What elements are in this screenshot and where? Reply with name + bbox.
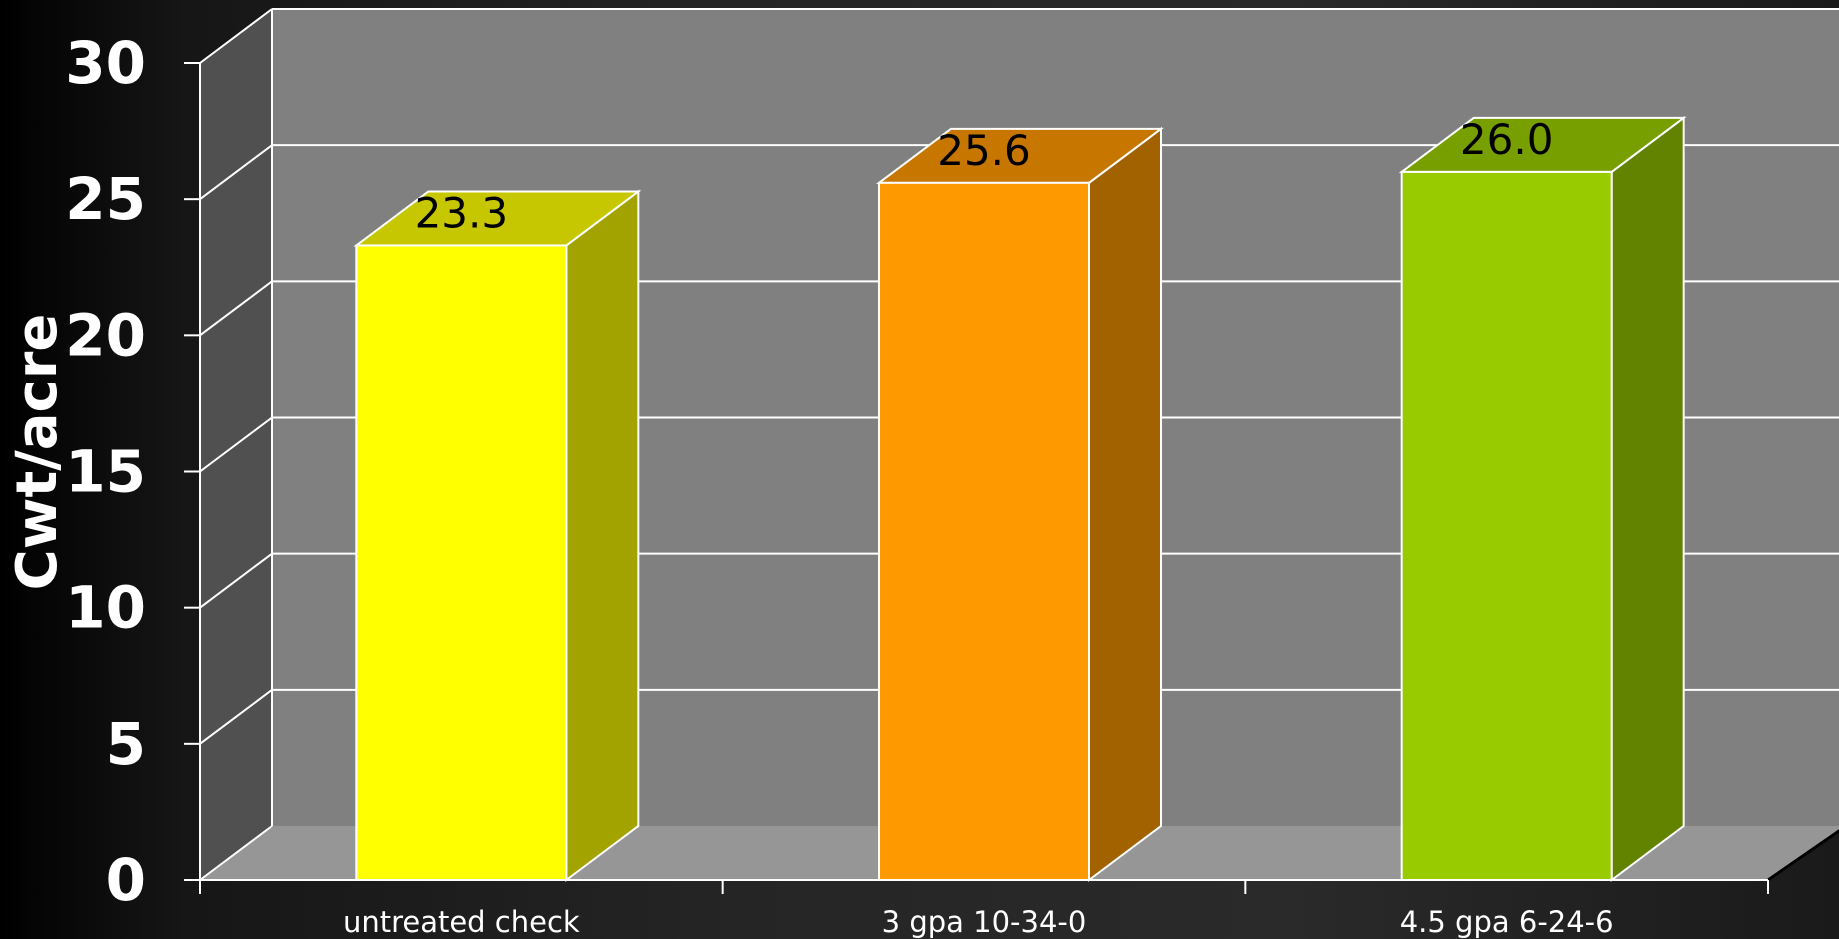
y-tick-label: 20 xyxy=(65,301,146,369)
gridline-side xyxy=(199,144,273,200)
bars xyxy=(353,115,1687,882)
data-labels: 23.3 25.6 26.0 xyxy=(415,115,1554,238)
bar-front xyxy=(878,181,1090,881)
bar-side xyxy=(1610,115,1685,882)
y-tick-label: 5 xyxy=(106,710,146,778)
gridline-side xyxy=(199,552,273,609)
y-axis-title: Cwt/acre xyxy=(5,314,70,591)
y-tick-label: 10 xyxy=(65,574,146,642)
x-tick-label: untreated check xyxy=(343,905,580,939)
gridline-side xyxy=(199,689,273,745)
y-tick-label: 25 xyxy=(65,165,146,233)
bar-side xyxy=(1088,126,1162,882)
x-tick-labels: untreated check 3 gpa 10-34-0 4.5 gpa 6-24… xyxy=(343,905,1614,939)
floor-edge xyxy=(1767,829,1839,882)
bar-front xyxy=(355,244,568,882)
x-tick-label: 4.5 gpa 6-24-6 xyxy=(1400,905,1614,939)
y-tick-labels: 0 5 10 15 20 25 30 xyxy=(65,29,146,914)
y-tick-label: 15 xyxy=(65,438,146,506)
data-label: 26.0 xyxy=(1460,115,1554,164)
gridline-side xyxy=(199,280,273,337)
y-tick-label: 30 xyxy=(65,29,146,97)
gridline-side xyxy=(199,416,273,473)
y-tick-label: 0 xyxy=(106,846,146,914)
gridline-side xyxy=(199,825,273,881)
gridline-side xyxy=(199,8,273,64)
data-label: 23.3 xyxy=(415,188,509,237)
data-label: 25.6 xyxy=(937,126,1031,175)
bar-side xyxy=(565,189,640,882)
x-tick-label: 3 gpa 10-34-0 xyxy=(882,905,1087,939)
bar xyxy=(1398,115,1687,882)
bar-front xyxy=(1400,170,1613,881)
bar xyxy=(353,189,642,882)
bar xyxy=(876,126,1164,882)
